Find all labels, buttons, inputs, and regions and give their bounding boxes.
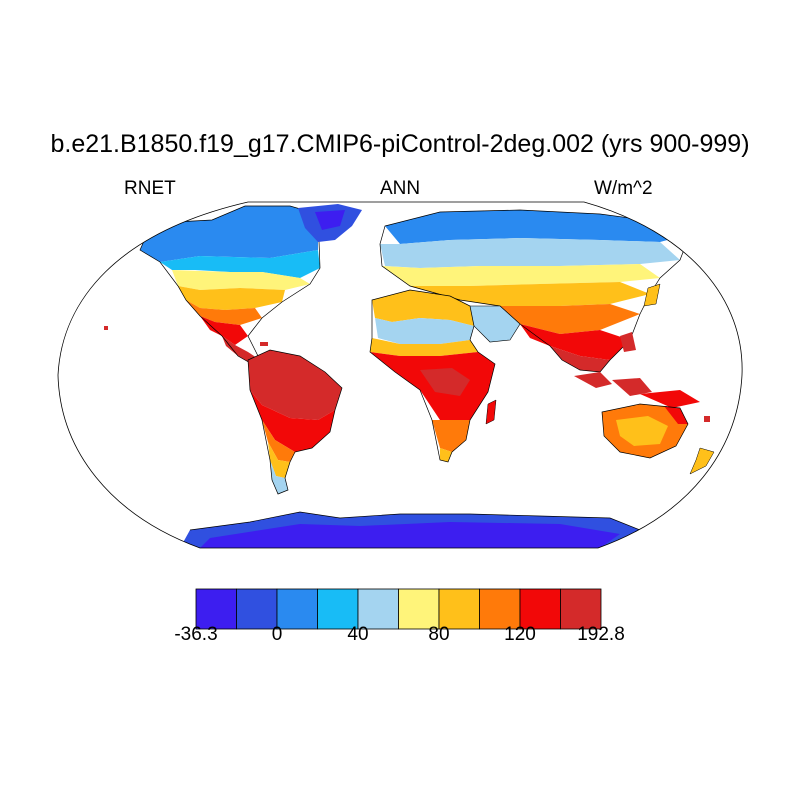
- colorbar-swatch: [519, 588, 561, 630]
- south-america: [247, 349, 343, 495]
- variable-label: RNET: [124, 178, 176, 199]
- new-zealand: [689, 447, 715, 475]
- colorbar-tick-label: 0: [271, 624, 283, 645]
- africa: [369, 289, 496, 463]
- caribbean-islands: [260, 342, 268, 346]
- colorbar-tick-label: 40: [347, 624, 369, 645]
- colorbar-swatch: [236, 588, 278, 630]
- antarctica: [180, 511, 641, 548]
- map-outline: [57, 201, 743, 549]
- colorbar-swatch: [317, 588, 359, 630]
- colorbar-tick-label: 80: [428, 624, 450, 645]
- colorbar-tick-label: -36.3: [174, 624, 218, 645]
- colorbar-swatch: [276, 588, 318, 630]
- australia: [601, 403, 689, 459]
- season-label: ANN: [379, 178, 421, 199]
- colorbar-swatch: [398, 588, 440, 630]
- colorbar-tick-label: 120: [504, 624, 536, 645]
- colorbar: [195, 588, 602, 630]
- units-label: W/m^2: [594, 178, 653, 199]
- colorbar-tick-label: 192.8: [577, 624, 625, 645]
- colorbar-swatch: [195, 588, 237, 630]
- hawaii: [104, 326, 108, 330]
- japan: [643, 283, 661, 307]
- map-title: b.e21.B1850.f19_g17.CMIP6-piControl-2deg…: [50, 130, 750, 158]
- colorbar-swatch: [357, 588, 399, 630]
- colorbar-swatch: [479, 588, 521, 630]
- greenland: [298, 204, 362, 242]
- maritime-southeast-asia: [574, 332, 700, 408]
- north-america: [139, 205, 321, 365]
- pacific-island: [704, 416, 710, 422]
- madagascar: [485, 399, 497, 425]
- colorbar-swatch: [560, 588, 602, 630]
- colorbar-swatch: [438, 588, 480, 630]
